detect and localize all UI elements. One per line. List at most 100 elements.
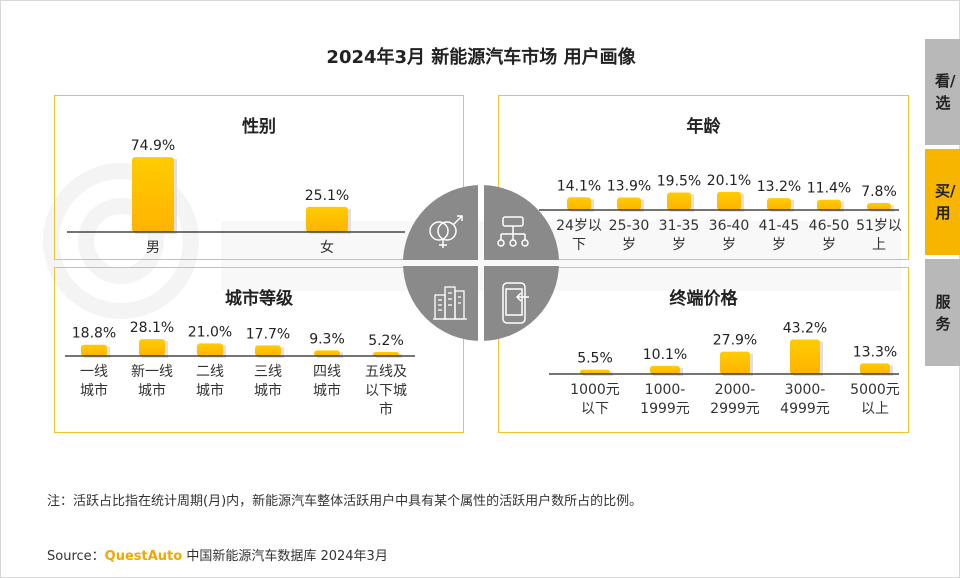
tab-service[interactable]: 服务 [925, 259, 960, 366]
data-label: 20.1% [707, 173, 751, 189]
bar [580, 369, 610, 374]
category-label: 新一线 [131, 364, 173, 380]
category-label: 岁 [822, 237, 836, 253]
tab-buy-use[interactable]: 买/用 [925, 149, 960, 255]
category-label: 46-50 [809, 218, 850, 234]
tab-view-select[interactable]: 看/选 [925, 39, 960, 145]
category-label: 五线及 [365, 364, 407, 380]
tab-label: 买/用 [935, 182, 956, 222]
price-panel: 终端价格 5.5% 1000元以下 10.1% 1000- 1999元 27.9% 2000… [498, 267, 909, 433]
gender-panel: 性别 74.9% 男 25.1% 女 [54, 95, 464, 260]
category-label: 岁 [722, 237, 736, 253]
data-label: 13.9% [607, 178, 651, 194]
category-label: 城市 [254, 382, 282, 399]
bar [197, 343, 223, 356]
data-label: 17.7% [246, 326, 290, 342]
bar [720, 351, 750, 374]
data-label: 74.9% [131, 138, 175, 154]
data-label: 11.4% [807, 181, 851, 197]
hierarchy-icon [497, 216, 529, 247]
data-label: 27.9% [713, 333, 757, 349]
panel-title: 终端价格 [669, 289, 738, 309]
data-label: 10.1% [643, 347, 687, 363]
category-label: 31-35 [659, 218, 700, 234]
phone-icon [502, 282, 529, 324]
category-label: 36-40 [709, 218, 750, 234]
category-label: 岁 [622, 237, 636, 253]
category-label: 四线 [313, 364, 341, 380]
bar [306, 206, 348, 232]
data-label: 43.2% [783, 320, 827, 336]
category-label: 上 [872, 237, 886, 253]
source-brand: QuestAuto [104, 549, 183, 564]
category-label: 城市 [80, 382, 108, 399]
bar [314, 350, 340, 356]
category-label: 下 [572, 237, 586, 253]
category-label: 三线 [254, 364, 282, 380]
page-title: 2024年3月 新能源汽车市场 用户画像 [326, 47, 636, 68]
category-label: 24岁以 [556, 218, 602, 234]
watermark-logo [43, 163, 901, 319]
city-panel: 城市等级 18.8% 一线城市 28.1% 新一线城市 21.0% 二线城市 17.7% 三线… [54, 267, 464, 433]
data-label: 25.1% [305, 188, 349, 204]
gender-chart: 74.9% 男 25.1% 女 [67, 138, 405, 256]
data-label: 5.5% [577, 351, 613, 367]
bar [373, 352, 399, 356]
category-label: 25-30 [609, 218, 650, 234]
bar [860, 363, 890, 374]
category-label: 以下 [581, 401, 609, 417]
city-buildings-icon [433, 286, 467, 320]
source: Source：QuestAuto 中国新能源汽车数据库 2024年3月 [47, 545, 388, 564]
category-label: 市 [379, 401, 393, 418]
category-label: 一线 [80, 364, 108, 380]
category-label: 4999元 [780, 401, 830, 417]
data-label: 19.5% [657, 173, 701, 189]
category-label: 城市 [138, 382, 166, 399]
category-label: 3000- [785, 382, 826, 398]
category-label: 岁 [772, 237, 786, 253]
tab-label: 看/选 [935, 72, 956, 112]
category-label: 1999元 [640, 401, 690, 417]
category-label: 1000- [645, 382, 686, 398]
data-label: 7.8% [861, 184, 897, 200]
footnote: 注：活跃占比指在统计周期(月)内，新能源汽车整体活跃用户中具有某个属性的活跃用户… [47, 494, 643, 509]
category-label: 岁 [672, 237, 686, 253]
category-label: 女 [320, 239, 334, 256]
category-label: 以上 [861, 401, 889, 417]
category-label: 以下城 [365, 383, 407, 399]
data-label: 14.1% [557, 178, 601, 194]
category-label: 城市 [196, 382, 224, 399]
age-panel: 年龄 14.1% 24岁以下 13.9% 25-30 岁 19.5% 31-35 岁 20.1%… [498, 95, 909, 260]
source-prefix: Source： [47, 549, 105, 564]
panel-title: 城市等级 [225, 289, 293, 309]
category-label: 2999元 [710, 401, 760, 417]
category-label: 5000元 [850, 382, 900, 398]
data-label: 18.8% [72, 326, 116, 342]
category-label: 1000元 [570, 382, 620, 398]
bar [867, 202, 891, 210]
bar [81, 344, 107, 356]
bar [817, 199, 841, 210]
category-label: 二线 [196, 364, 224, 380]
bar [617, 197, 641, 210]
category-label: 41-45 [759, 218, 800, 234]
bar [790, 339, 820, 374]
data-label: 5.2% [368, 333, 404, 349]
bar [255, 345, 281, 356]
center-icon-circle [403, 185, 559, 341]
tab-label: 服务 [935, 292, 951, 333]
data-label: 21.0% [188, 324, 232, 340]
bar [767, 198, 791, 210]
bar [567, 197, 591, 210]
data-label: 9.3% [309, 331, 345, 347]
bar [132, 157, 174, 232]
bar [717, 191, 741, 210]
data-label: 28.1% [130, 320, 174, 336]
category-label: 2000- [715, 382, 756, 398]
data-label: 13.2% [757, 179, 801, 195]
panel-title: 性别 [242, 117, 276, 137]
bar [650, 365, 680, 374]
